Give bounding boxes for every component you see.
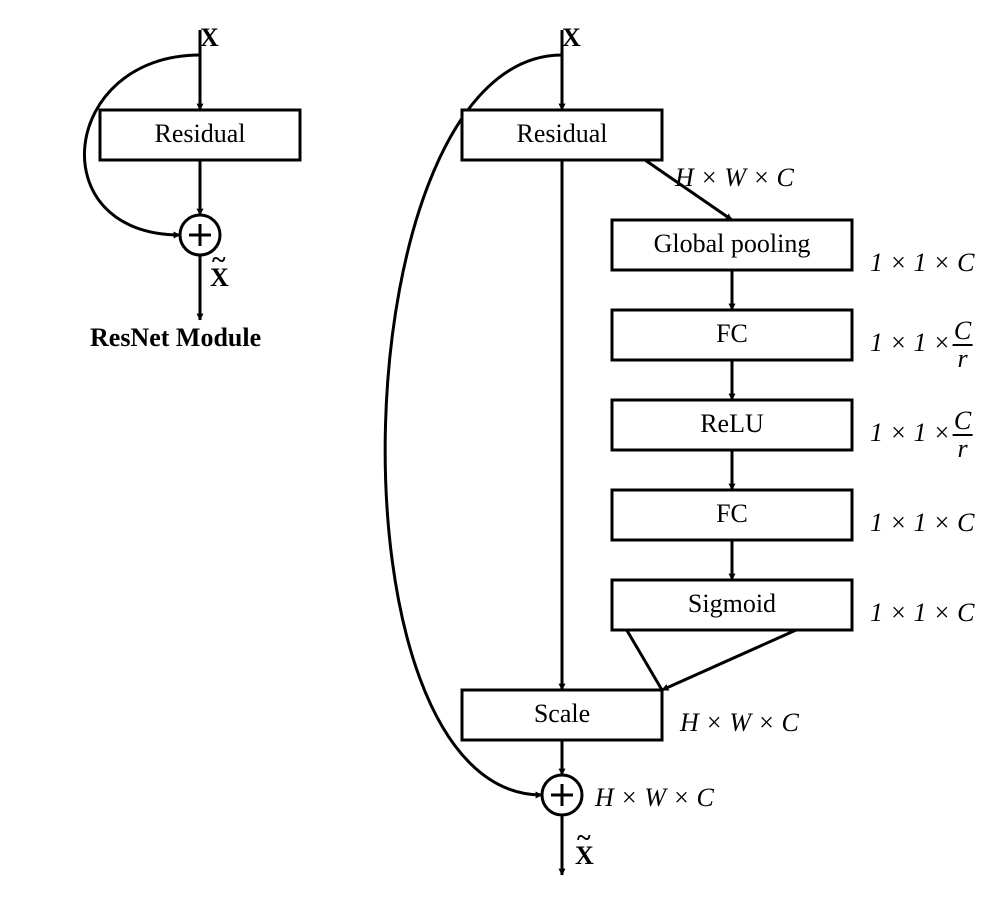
label-8: 1 × 1 ×: [870, 418, 951, 447]
node-label: FC: [716, 319, 748, 348]
node-label: Sigmoid: [688, 589, 776, 618]
label-5: H × W × C: [674, 163, 795, 192]
label-7: 1 × 1 ×: [870, 328, 951, 357]
node-label: Residual: [155, 119, 246, 148]
label-9: 1 × 1 × C: [870, 508, 975, 537]
frac-num-7: C: [954, 316, 972, 345]
label-10: 1 × 1 × C: [870, 598, 975, 627]
node-label: Global pooling: [654, 229, 811, 258]
frac-den-7: r: [958, 344, 969, 373]
node-label: Residual: [517, 119, 608, 148]
node-R_fc2: FC: [612, 490, 852, 540]
tilde-1: ~: [212, 245, 226, 274]
node-R_scale: Scale: [462, 690, 662, 740]
frac-num-8: C: [954, 406, 972, 435]
label-6: 1 × 1 × C: [870, 248, 975, 277]
node-label: ReLU: [700, 409, 764, 438]
node-R_residual: Residual: [462, 110, 662, 160]
label-0: X: [200, 23, 219, 52]
node-label: FC: [716, 499, 748, 528]
tilde-4: ~: [577, 823, 591, 852]
label-12: H × W × C: [594, 783, 715, 812]
label-11: H × W × C: [679, 708, 800, 737]
node-R_sig: Sigmoid: [612, 580, 852, 630]
frac-den-8: r: [958, 434, 969, 463]
node-R_gp: Global pooling: [612, 220, 852, 270]
edge-R_skip: [385, 55, 562, 795]
label-2: ResNet Module: [90, 323, 261, 352]
node-R_fc1: FC: [612, 310, 852, 360]
node-L_residual: Residual: [100, 110, 300, 160]
sum-R_sum: [542, 775, 582, 815]
node-R_relu: ReLU: [612, 400, 852, 450]
node-label: Scale: [534, 699, 590, 728]
label-3: X: [562, 23, 581, 52]
